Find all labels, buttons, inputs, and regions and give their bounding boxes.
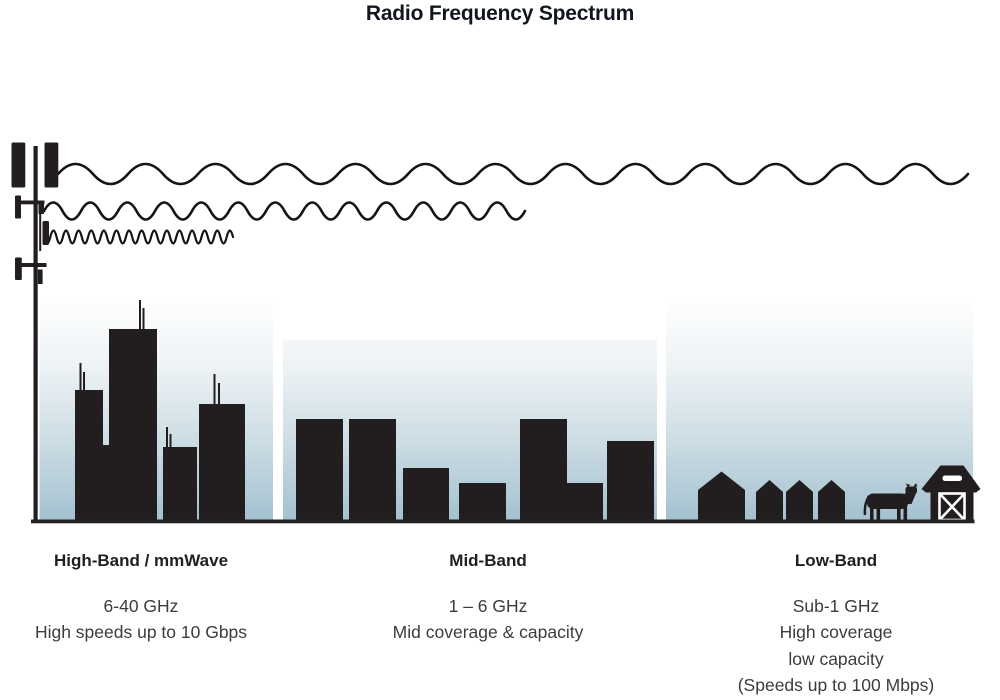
mid-band-desc: Mid coverage & capacity <box>392 622 584 642</box>
small-antenna-mid <box>42 221 49 245</box>
mid-rise-building <box>607 441 654 523</box>
mid-band-label: Mid-Band <box>449 551 527 570</box>
antenna-panel-right <box>44 142 59 188</box>
skyscraper <box>109 329 157 523</box>
skyscraper <box>163 447 197 523</box>
long-wavelength-wave <box>56 162 970 186</box>
high-band-caption: High-Band / mmWave 6-40 GHz High speeds … <box>16 548 266 646</box>
short-wavelength-wave <box>42 229 235 245</box>
mid-rise-building <box>296 419 343 523</box>
house-icon <box>786 480 813 523</box>
house-icon <box>818 480 845 523</box>
tower-crossarm-upper <box>16 200 45 205</box>
house-icon <box>756 480 783 523</box>
mid-rise-building <box>403 468 449 523</box>
low-band-desc-1: High coverage <box>779 622 893 642</box>
tower-mast <box>33 146 38 523</box>
ground-baseline <box>31 519 975 524</box>
low-band-freq: Sub-1 GHz <box>792 595 880 616</box>
small-antenna-lower <box>15 257 22 280</box>
high-band-label: High-Band / mmWave <box>53 551 229 570</box>
barn-door <box>938 492 966 522</box>
skyscraper <box>199 404 245 523</box>
low-band-caption: Low-Band Sub-1 GHz High coverage low cap… <box>681 548 991 699</box>
low-band-scene <box>698 465 981 523</box>
cow-icon <box>863 483 918 521</box>
tower-cable <box>39 212 42 251</box>
spectrum-artwork <box>11 142 981 524</box>
medium-wavelength-wave <box>42 201 527 221</box>
radio-waves <box>42 162 970 245</box>
mid-rise-building <box>349 419 396 523</box>
low-band-label: Low-Band <box>794 551 878 570</box>
mid-rise-building <box>459 483 506 523</box>
mid-band-scene <box>296 419 654 523</box>
mid-rise-building <box>520 419 567 523</box>
barn-icon <box>921 465 981 523</box>
rooftop-antennas <box>79 300 220 447</box>
small-antenna-upper <box>15 195 21 219</box>
tower-crossarm-lower <box>16 263 47 267</box>
antenna-panel-left <box>11 142 26 188</box>
low-band-desc-3: (Speeds up to 100 Mbps) <box>737 675 935 695</box>
high-band-freq: 6-40 GHz <box>103 595 179 616</box>
low-band-desc-2: low capacity <box>788 648 884 669</box>
mid-band-freq: 1 – 6 GHz <box>448 595 528 616</box>
antenna-stub-lower <box>37 269 43 284</box>
mid-rise-building <box>567 483 603 523</box>
house-icon <box>698 471 745 523</box>
skyscraper <box>103 445 110 523</box>
antenna-stub-upper <box>38 203 44 214</box>
high-band-scene <box>75 300 245 523</box>
cell-tower-icon <box>11 142 59 523</box>
barn-loft-vent <box>942 475 962 481</box>
mid-band-caption: Mid-Band 1 – 6 GHz Mid coverage & capaci… <box>363 548 613 646</box>
skyscraper <box>75 390 103 523</box>
high-band-desc: High speeds up to 10 Gbps <box>34 622 248 642</box>
diagram-title: Radio Frequency Spectrum <box>365 2 635 25</box>
